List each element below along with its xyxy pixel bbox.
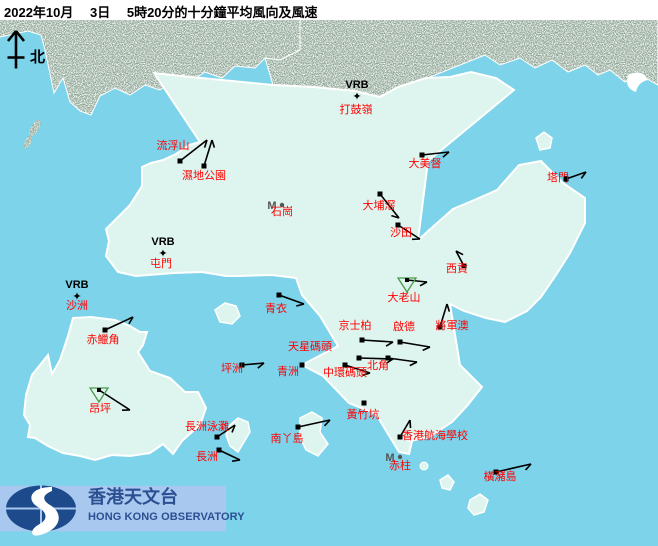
- svg-text:石崗: 石崗: [271, 205, 293, 218]
- svg-text:香港天文台: 香港天文台: [87, 486, 178, 507]
- svg-text:赤鱲角: 赤鱲角: [87, 333, 120, 346]
- svg-text:大埔滘: 大埔滘: [363, 198, 396, 212]
- svg-text:西貢: 西貢: [446, 262, 468, 275]
- svg-text:VRB: VRB: [65, 279, 88, 291]
- svg-text:南丫島: 南丫島: [271, 431, 304, 445]
- svg-text:VRB: VRB: [151, 236, 174, 248]
- svg-text:打鼓嶺: 打鼓嶺: [340, 102, 373, 116]
- svg-text:北: 北: [30, 49, 45, 66]
- svg-text:沙洲: 沙洲: [66, 299, 88, 312]
- svg-text:昂坪: 昂坪: [89, 402, 111, 415]
- svg-text:沙田: 沙田: [390, 226, 412, 239]
- svg-text:黃竹坑: 黃竹坑: [347, 407, 380, 421]
- svg-text:大美督: 大美督: [409, 156, 442, 170]
- svg-text:天星碼頭: 天星碼頭: [288, 340, 332, 353]
- svg-text:橫瀦島: 橫瀦島: [484, 469, 517, 483]
- svg-text:啟德: 啟德: [393, 319, 415, 333]
- svg-text:✦: ✦: [352, 91, 361, 103]
- svg-text:京士柏: 京士柏: [339, 318, 372, 332]
- svg-text:北角: 北角: [367, 359, 389, 372]
- svg-text:流浮山: 流浮山: [157, 138, 190, 152]
- svg-text:青衣: 青衣: [265, 301, 287, 315]
- svg-text:香港航海學校: 香港航海學校: [402, 428, 468, 442]
- svg-text:屯門: 屯門: [150, 257, 172, 270]
- svg-text:塔門: 塔門: [547, 171, 569, 184]
- svg-text:赤柱: 赤柱: [389, 458, 411, 472]
- svg-text:坪洲: 坪洲: [221, 362, 243, 375]
- svg-text:濕地公園: 濕地公園: [182, 169, 226, 182]
- svg-text:長洲泳灘: 長洲泳灘: [185, 419, 229, 433]
- svg-text:中環碼頭: 中環碼頭: [323, 366, 367, 379]
- svg-text:HONG KONG OBSERVATORY: HONG KONG OBSERVATORY: [88, 511, 245, 523]
- svg-text:將軍澳: 將軍澳: [436, 318, 469, 332]
- svg-text:大老山: 大老山: [388, 290, 421, 304]
- svg-text:VRB: VRB: [345, 79, 368, 91]
- svg-text:長洲: 長洲: [196, 450, 218, 463]
- svg-text:青洲: 青洲: [277, 365, 299, 378]
